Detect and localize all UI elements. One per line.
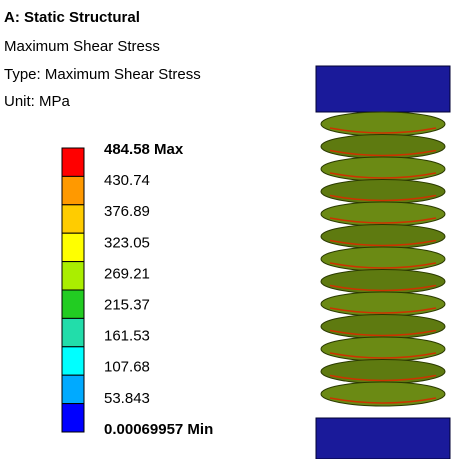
color-bar: [62, 148, 84, 432]
legend-label: 53.843: [104, 390, 150, 407]
legend-label: 161.53: [104, 328, 150, 345]
legend-label: 430.74: [104, 172, 150, 189]
model-view: [316, 66, 450, 459]
unit: Unit: MPa: [4, 93, 71, 110]
title: A: Static Structural: [4, 9, 140, 26]
screenshot: A: Static Structural Maximum Shear Stres…: [0, 0, 451, 459]
legend-label: 484.58 Max: [104, 141, 184, 158]
legend-label: 269.21: [104, 265, 150, 282]
legend-label: 323.05: [104, 234, 150, 251]
legend-label: 215.37: [104, 296, 150, 313]
legend-label: 0.00069957 Min: [104, 421, 213, 438]
legend-labels: 484.58 Max 430.74 376.89 323.05 269.21 215.37…: [104, 141, 213, 438]
legend-label: 376.89: [104, 203, 150, 220]
result-name: Maximum Shear Stress: [4, 38, 160, 55]
result-type: Type: Maximum Shear Stress: [4, 66, 201, 83]
legend-label: 107.68: [104, 359, 150, 376]
